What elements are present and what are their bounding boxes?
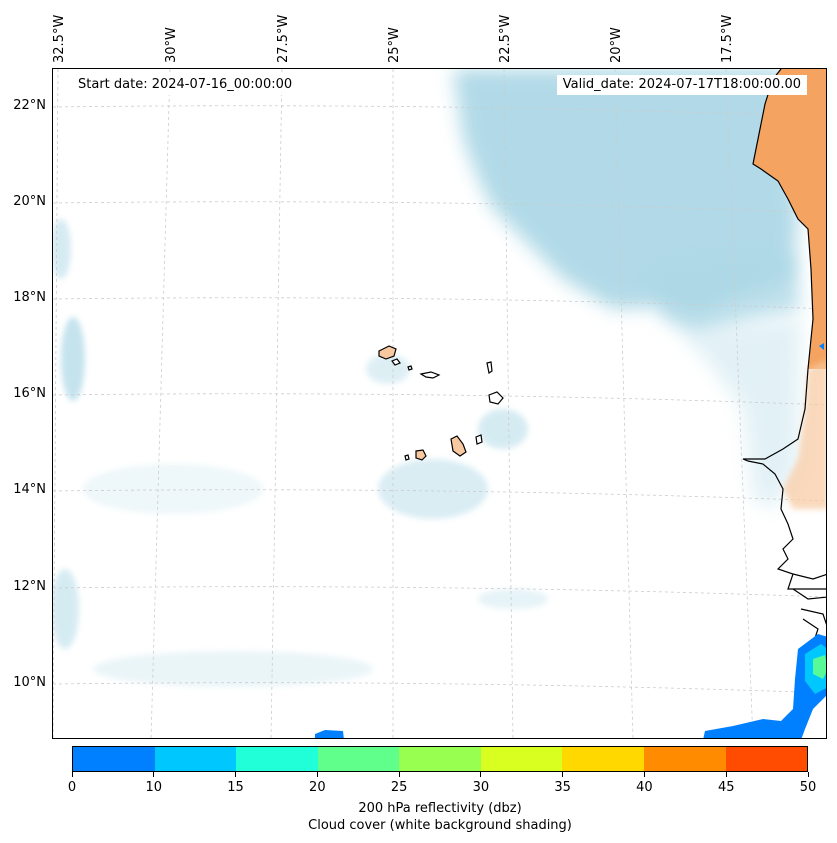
valid-date-label: Valid_date: 2024-07-17T18:00:00.00 [556, 75, 807, 95]
colorbar-segment-0 [73, 747, 155, 771]
land-africa [753, 69, 826, 369]
lon-label-30w: 30°W [164, 27, 179, 63]
colorbar-tick-7 [643, 772, 645, 777]
gridlines [53, 69, 826, 738]
cloud-streak-east [653, 254, 801, 334]
colorbar-tick-3 [316, 772, 318, 777]
lat-label-12n: 12°N [13, 579, 46, 594]
lon-label-25w: 25°W [387, 27, 402, 63]
colorbar-tick-0 [71, 772, 73, 777]
lat-label-16n: 16°N [13, 386, 46, 401]
lon-label-22-5w: 22.5°W [498, 14, 513, 63]
cloud-patch-west-2 [53, 219, 71, 279]
colorbar-label-cloud-cover: Cloud cover (white background shading) [308, 818, 572, 833]
colorbar-label-reflectivity: 200 hPa reflectivity (dbz) [358, 801, 522, 816]
colorbar-tick-4 [398, 772, 400, 777]
colorbar-tick-label-9: 50 [799, 780, 817, 795]
colorbar-tick-9 [807, 772, 809, 777]
island-maio [475, 434, 483, 445]
island-boa-vista [488, 391, 504, 405]
reflectivity-cell-south [315, 730, 344, 738]
cloud-patch-south [93, 651, 373, 687]
cloud-patch-west-3 [53, 569, 79, 649]
cloud-patch-islands [378, 459, 488, 519]
colorbar-segment-6 [562, 747, 644, 771]
cloud-patch-sw [478, 589, 548, 609]
island-sao-vicente [391, 358, 401, 366]
colorbar-segment-3 [317, 747, 400, 771]
lon-label-27-5w: 27.5°W [276, 14, 291, 63]
cloud-patch-islands-2 [478, 409, 528, 449]
colorbar-segment-1 [154, 747, 237, 771]
island-santa-luzia [407, 365, 413, 371]
colorbar-segment-5 [480, 747, 563, 771]
colorbar-tick-label-2: 15 [227, 780, 244, 795]
lat-label-22n: 22°N [13, 98, 46, 113]
colorbar-segment-4 [399, 747, 481, 771]
cloud-patch-mid [83, 464, 263, 514]
lat-label-14n: 14°N [13, 482, 46, 497]
colorbar-tick-label-7: 40 [636, 780, 653, 795]
reflectivity-cell-southeast [703, 634, 826, 738]
cloud-patch-west-1 [61, 317, 85, 401]
island-sal [486, 361, 493, 374]
lon-label-32-5w: 32.5°W [52, 14, 67, 63]
island-brava [404, 454, 410, 461]
colorbar-tick-1 [153, 772, 155, 777]
colorbar-tick-label-3: 20 [309, 780, 326, 795]
colorbar-tick-8 [725, 772, 727, 777]
island-santo-antao [378, 345, 397, 360]
cloud-cover-layer [53, 69, 801, 687]
reflectivity-marker-coast [819, 343, 824, 350]
lon-label-20w: 20°W [609, 27, 624, 63]
lat-label-18n: 18°N [13, 290, 46, 305]
colorbar-segment-8 [725, 747, 808, 771]
colorbar-segment-7 [643, 747, 726, 771]
colorbar-tick-label-8: 45 [717, 780, 735, 795]
colorbar-tick-label-1: 10 [145, 780, 163, 795]
cloud-mass-north [453, 69, 798, 314]
land-africa-south [783, 360, 826, 509]
colorbar [72, 746, 808, 772]
map-panel[interactable] [52, 68, 827, 739]
colorbar-tick-6 [562, 772, 564, 777]
cape-verde-islands [378, 345, 504, 461]
map-canvas [53, 69, 826, 738]
island-santiago [450, 435, 467, 457]
island-fogo [415, 449, 427, 461]
colorbar-segment-2 [236, 747, 318, 771]
lat-label-20n: 20°N [13, 194, 46, 209]
start-date-label: Start date: 2024-07-16_00:00:00 [72, 75, 299, 95]
colorbar-tick-label-4: 25 [390, 780, 408, 795]
lat-label-10n: 10°N [13, 675, 46, 690]
colorbar-tick-5 [480, 772, 482, 777]
colorbar-tick-label-6: 35 [554, 780, 571, 795]
cloud-band-southeast [683, 319, 801, 509]
island-sao-nicolau [419, 371, 441, 379]
colorbar-tick-label-0: 0 [67, 780, 77, 795]
lon-label-17-5w: 17.5°W [720, 14, 735, 63]
colorbar-tick-2 [235, 772, 237, 777]
colorbar-tick-label-5: 30 [472, 780, 490, 795]
